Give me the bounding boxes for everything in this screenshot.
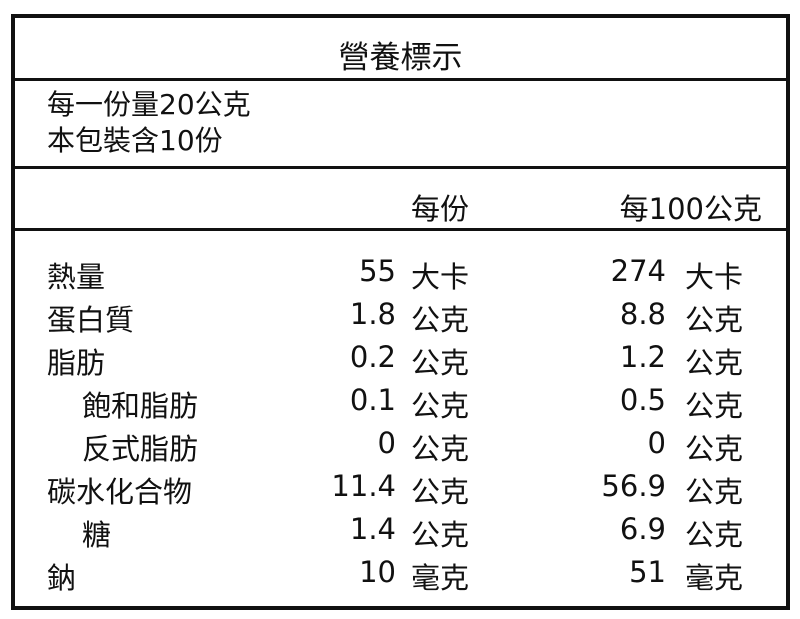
- per-serving-value: 0.1: [349, 383, 396, 417]
- per-serving-value: 1.4: [349, 512, 396, 546]
- per-serving-value: 0.2: [349, 340, 396, 374]
- per-100g-value: 274: [610, 254, 666, 288]
- per-serving-unit: 公克: [411, 303, 470, 337]
- divider: [15, 78, 786, 81]
- per-serving-unit: 大卡: [411, 260, 470, 294]
- per-serving-value: 10: [359, 555, 396, 589]
- nutrient-row: 鈉 10 毫克 51 毫克: [15, 555, 786, 598]
- per-serving-value: 11.4: [331, 469, 396, 503]
- nutrient-name: 碳水化合物: [47, 475, 193, 509]
- per-serving-unit: 公克: [411, 432, 470, 466]
- serving-size: 每一份量20公克: [47, 88, 251, 121]
- nutrient-row: 脂肪 0.2 公克 1.2 公克: [15, 340, 786, 383]
- per-100g-value: 51: [629, 555, 666, 589]
- per-100g-unit: 公克: [685, 346, 744, 380]
- label-title: 營養標示: [338, 40, 463, 76]
- per-100g-value: 0.5: [619, 383, 666, 417]
- per-100g-value: 0: [647, 426, 666, 460]
- per-100g-value: 1.2: [619, 340, 666, 374]
- nutrient-row: 糖 1.4 公克 6.9 公克: [15, 512, 786, 555]
- per-100g-value: 56.9: [601, 469, 666, 503]
- per-serving-unit: 公克: [411, 389, 470, 423]
- nutrient-name: 蛋白質: [47, 303, 135, 337]
- divider: [15, 166, 786, 169]
- per-serving-unit: 公克: [411, 475, 470, 509]
- nutrient-name: 糖: [82, 518, 112, 552]
- per-serving-unit: 公克: [411, 346, 470, 380]
- per-100g-value: 6.9: [619, 512, 666, 546]
- per-serving-value: 1.8: [349, 297, 396, 331]
- per-100g-unit: 公克: [685, 303, 744, 337]
- per-serving-value: 0: [377, 426, 396, 460]
- nutrient-row: 反式脂肪 0 公克 0 公克: [15, 426, 786, 469]
- divider: [15, 228, 786, 231]
- per-100g-unit: 公克: [685, 518, 744, 552]
- nutrient-name: 鈉: [47, 561, 77, 595]
- per-100g-unit: 公克: [685, 475, 744, 509]
- header-per-serving: 每份: [411, 192, 470, 226]
- nutrient-name: 脂肪: [47, 346, 106, 380]
- nutrient-row: 碳水化合物 11.4 公克 56.9 公克: [15, 469, 786, 512]
- nutrient-name: 飽和脂肪: [82, 389, 199, 423]
- nutrient-row: 熱量 55 大卡 274 大卡: [15, 254, 786, 297]
- per-serving-value: 55: [359, 254, 396, 288]
- per-serving-unit: 公克: [411, 518, 470, 552]
- per-100g-unit: 毫克: [685, 561, 744, 595]
- nutrition-label: 營養標示 每一份量20公克 本包裝含10份 每份 每100公克 熱量 55 大卡 27…: [11, 14, 790, 610]
- header-per-100g: 每100公克: [619, 192, 762, 226]
- nutrient-name: 熱量: [47, 260, 106, 294]
- nutrient-row: 蛋白質 1.8 公克 8.8 公克: [15, 297, 786, 340]
- per-100g-unit: 大卡: [685, 260, 744, 294]
- per-serving-unit: 毫克: [411, 561, 470, 595]
- servings-per-package: 本包裝含10份: [47, 124, 223, 157]
- nutrient-name: 反式脂肪: [82, 432, 199, 466]
- per-100g-unit: 公克: [685, 389, 744, 423]
- per-100g-value: 8.8: [619, 297, 666, 331]
- per-100g-unit: 公克: [685, 432, 744, 466]
- nutrient-row: 飽和脂肪 0.1 公克 0.5 公克: [15, 383, 786, 426]
